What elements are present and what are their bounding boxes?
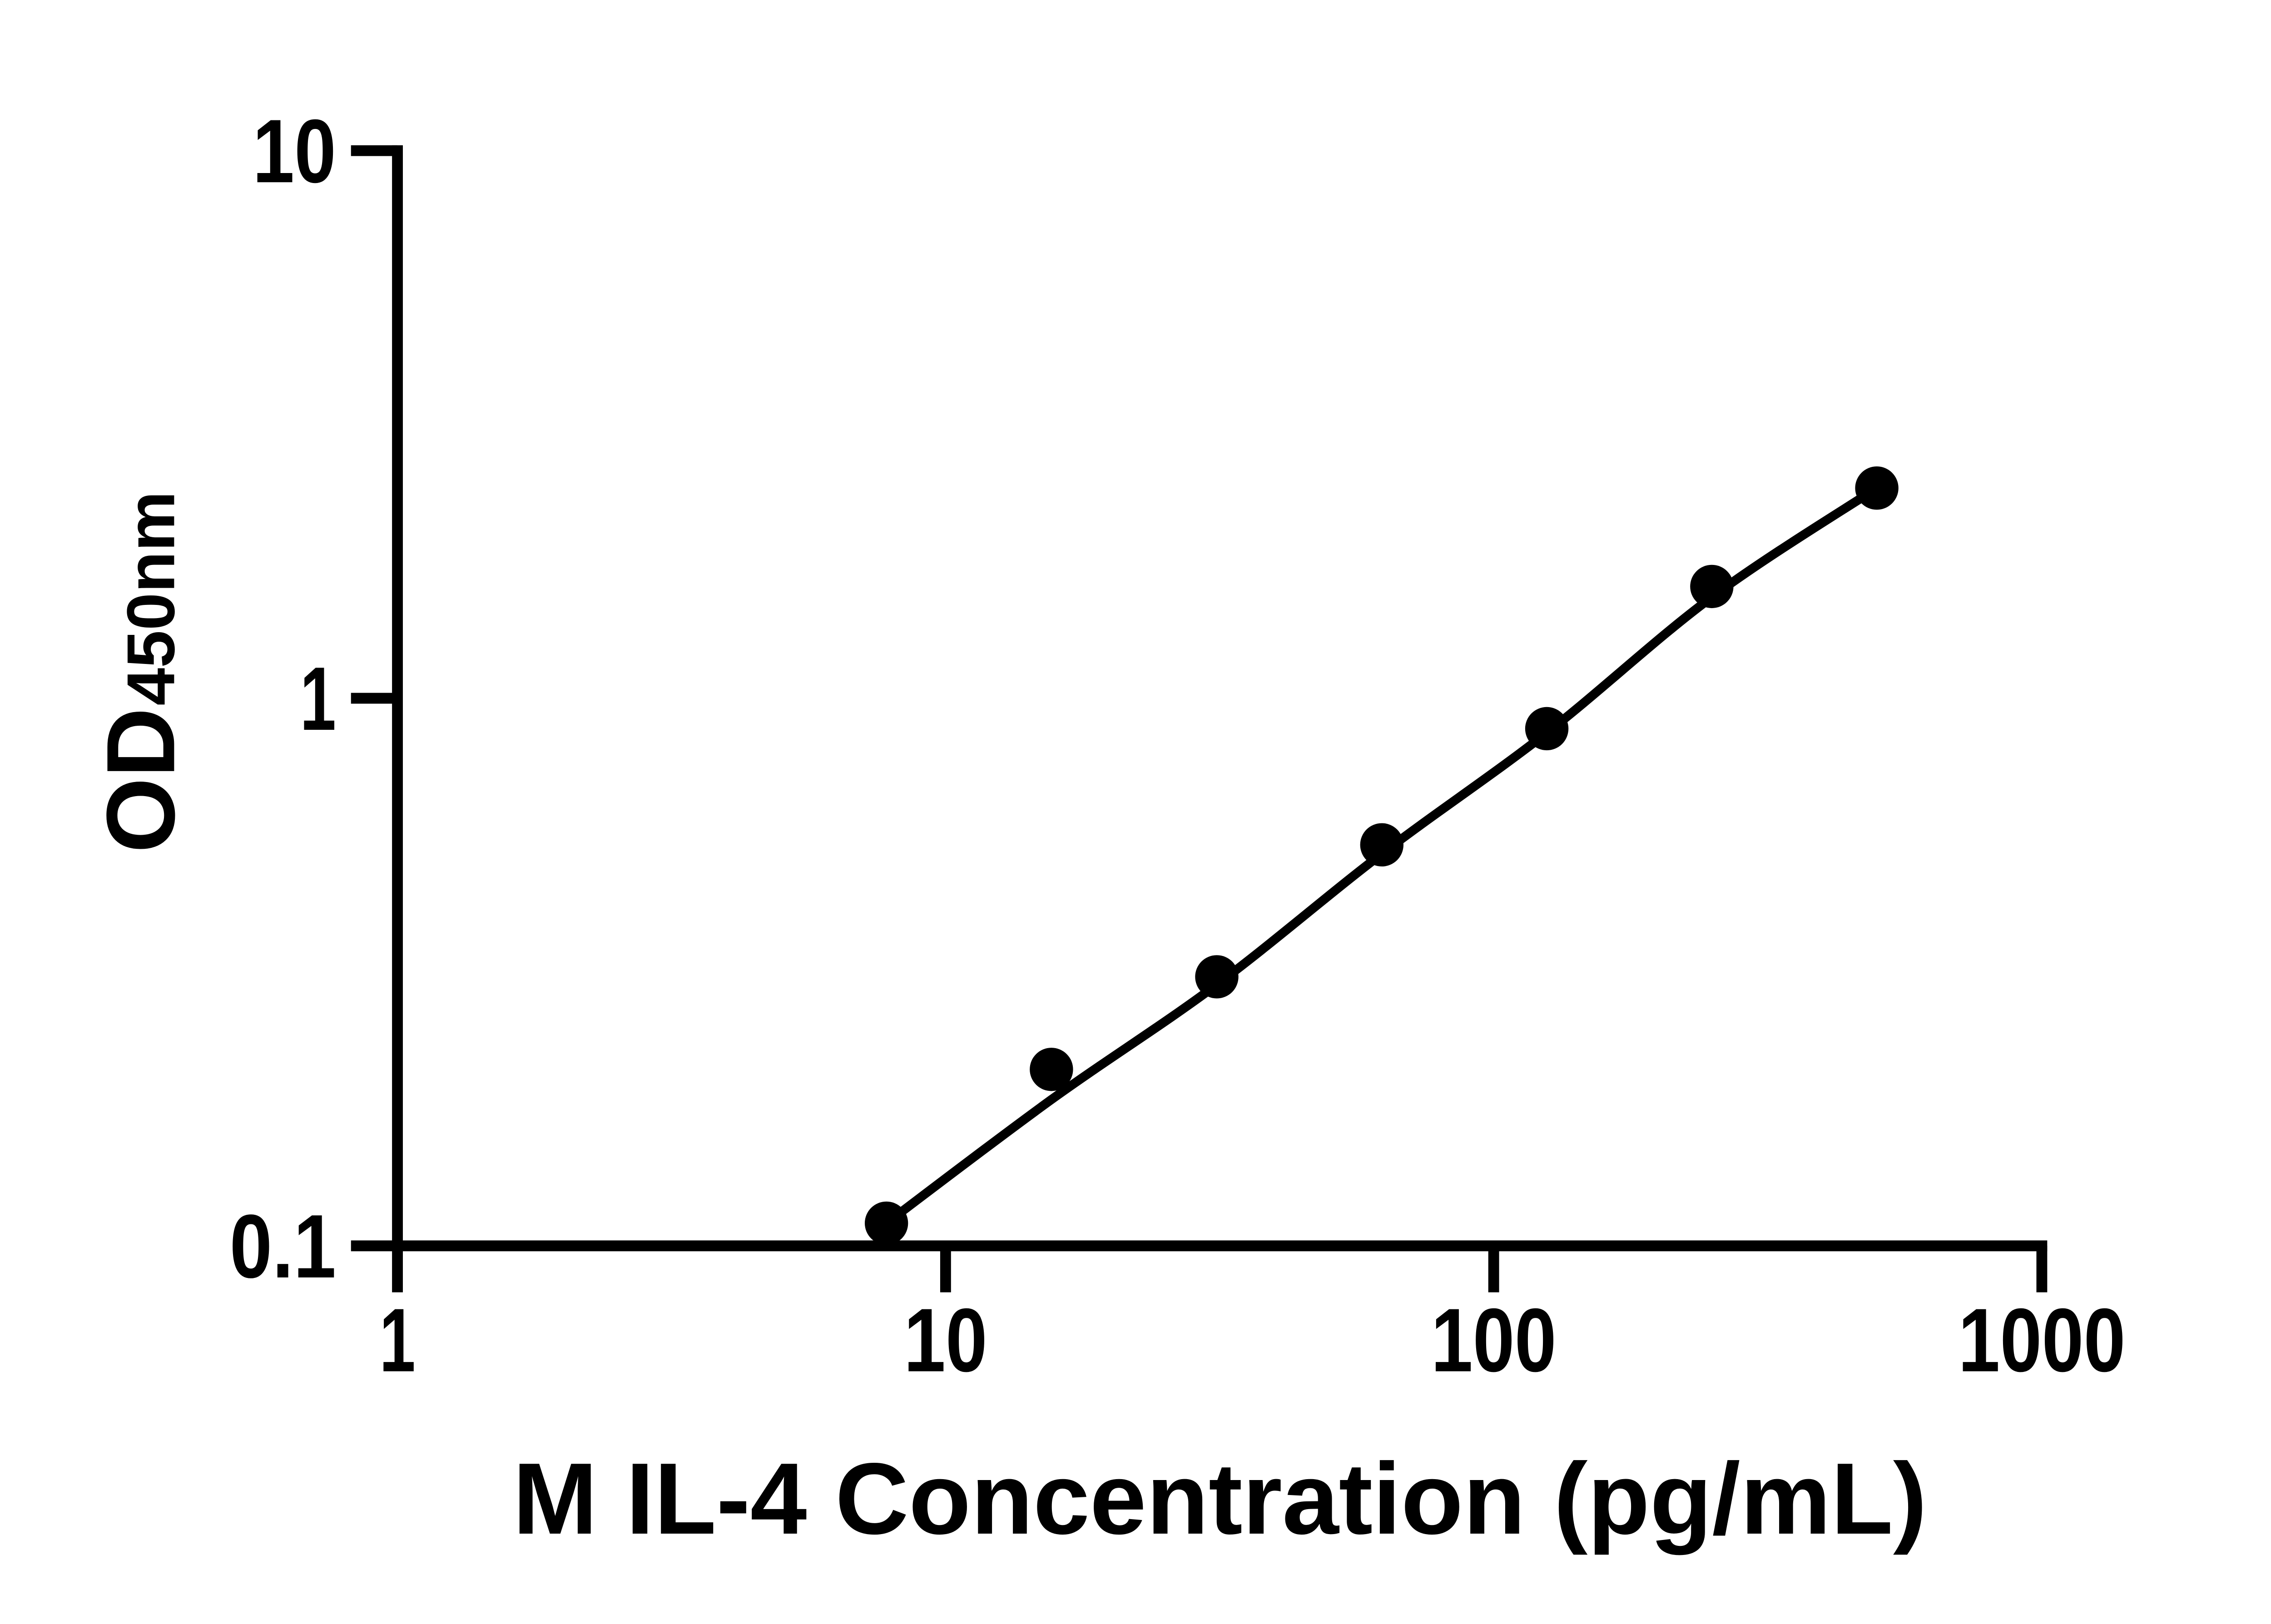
data-point xyxy=(1690,564,1734,609)
y-tick-label: 1 xyxy=(300,649,336,749)
x-tick-label: 100 xyxy=(1431,1290,1557,1391)
x-tick-label: 1 xyxy=(379,1290,415,1391)
data-point xyxy=(1360,823,1403,866)
y-tick-label: 10 xyxy=(253,101,336,202)
x-tick-label: 1000 xyxy=(1958,1290,2125,1391)
x-axis-title: M IL-4 Concentration (pg/mL) xyxy=(513,1442,1927,1555)
data-point xyxy=(864,1201,908,1245)
x-tick-label: 10 xyxy=(904,1290,987,1391)
plot-area: 1 10 100 1000 0.1 1 10 M IL-4 Concentration (… xyxy=(87,101,2125,1555)
data-points xyxy=(864,466,1899,1245)
data-point xyxy=(1525,707,1569,751)
y-axis-title-main: OD xyxy=(87,708,195,853)
x-ticks xyxy=(392,1246,2048,1292)
data-point xyxy=(1855,466,1899,510)
y-tick-labels: 0.1 1 10 xyxy=(230,101,336,1297)
y-axis-title: OD 450nm xyxy=(87,491,195,853)
data-point xyxy=(1195,955,1239,999)
y-tick-label: 0.1 xyxy=(230,1196,336,1297)
y-ticks xyxy=(351,145,398,1252)
x-tick-labels: 1 10 100 1000 xyxy=(379,1290,2125,1391)
data-point xyxy=(1030,1048,1073,1091)
y-axis-title-sub: 450nm xyxy=(113,491,188,706)
